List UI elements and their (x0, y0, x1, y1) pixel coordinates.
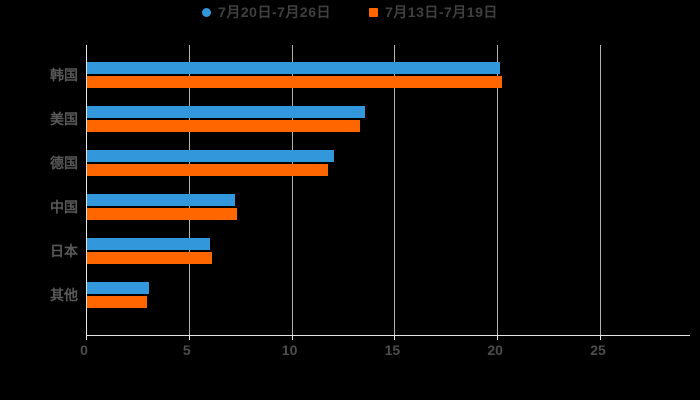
y-axis-line (86, 45, 87, 335)
x-axis-line (86, 335, 690, 336)
x-axis-tick-20 (497, 335, 499, 340)
legend-item-week-jul13-19[interactable]: 7月13日-7月19日 (369, 2, 498, 22)
bar-series0-row1 (87, 106, 365, 118)
gridline-x-5 (188, 45, 190, 335)
bar-series1-row0 (87, 76, 503, 88)
x-axis-tick-15 (394, 335, 396, 340)
legend-label-week-jul20-26: 7月20日-7月26日 (218, 4, 331, 20)
bar-series0-row2 (87, 150, 334, 162)
gridline-x-10 (291, 45, 293, 335)
legend-circle-marker-icon (202, 7, 212, 17)
bar-series0-row3 (87, 194, 236, 206)
bar-series1-row5 (87, 296, 147, 308)
bar-series0-row5 (87, 282, 149, 294)
bar-series0-row0 (87, 62, 501, 74)
x-tick-label-25: 25 (590, 342, 606, 358)
x-tick-label-5: 5 (182, 342, 191, 358)
category-label-3: 中国 (50, 199, 78, 215)
gridline-x-25 (600, 45, 601, 335)
x-tick-label-15: 15 (384, 342, 401, 358)
bar-series1-row4 (87, 252, 213, 264)
category-label-2: 德国 (50, 155, 78, 171)
legend-square-marker-icon (369, 7, 378, 17)
x-tick-label-20: 20 (487, 342, 503, 358)
legend-label-week-jul13-19: 7月13日-7月19日 (385, 4, 498, 20)
category-label-4: 日本 (50, 243, 78, 259)
bar-series1-row2 (87, 164, 328, 176)
category-label-0: 韩国 (50, 67, 78, 83)
x-tick-label-0: 0 (80, 342, 88, 358)
x-axis-tick-5 (188, 335, 190, 340)
legend-item-week-jul20-26[interactable]: 7月20日-7月26日 (202, 2, 331, 22)
category-label-5: 其他 (50, 287, 78, 303)
x-axis-tick-25 (600, 335, 601, 340)
gridline-x-15 (394, 45, 396, 335)
x-axis-tick-0 (86, 335, 87, 340)
bar-series1-row1 (87, 120, 361, 132)
bar-series0-row4 (87, 238, 211, 250)
gridline-x-20 (497, 45, 499, 335)
bar-series1-row3 (87, 208, 238, 220)
x-axis-tick-10 (291, 335, 293, 340)
category-label-1: 美国 (50, 111, 78, 127)
x-tick-label-10: 10 (281, 342, 298, 358)
chart-legend: 7月20日-7月26日 7月13日-7月19日 (0, 0, 700, 24)
